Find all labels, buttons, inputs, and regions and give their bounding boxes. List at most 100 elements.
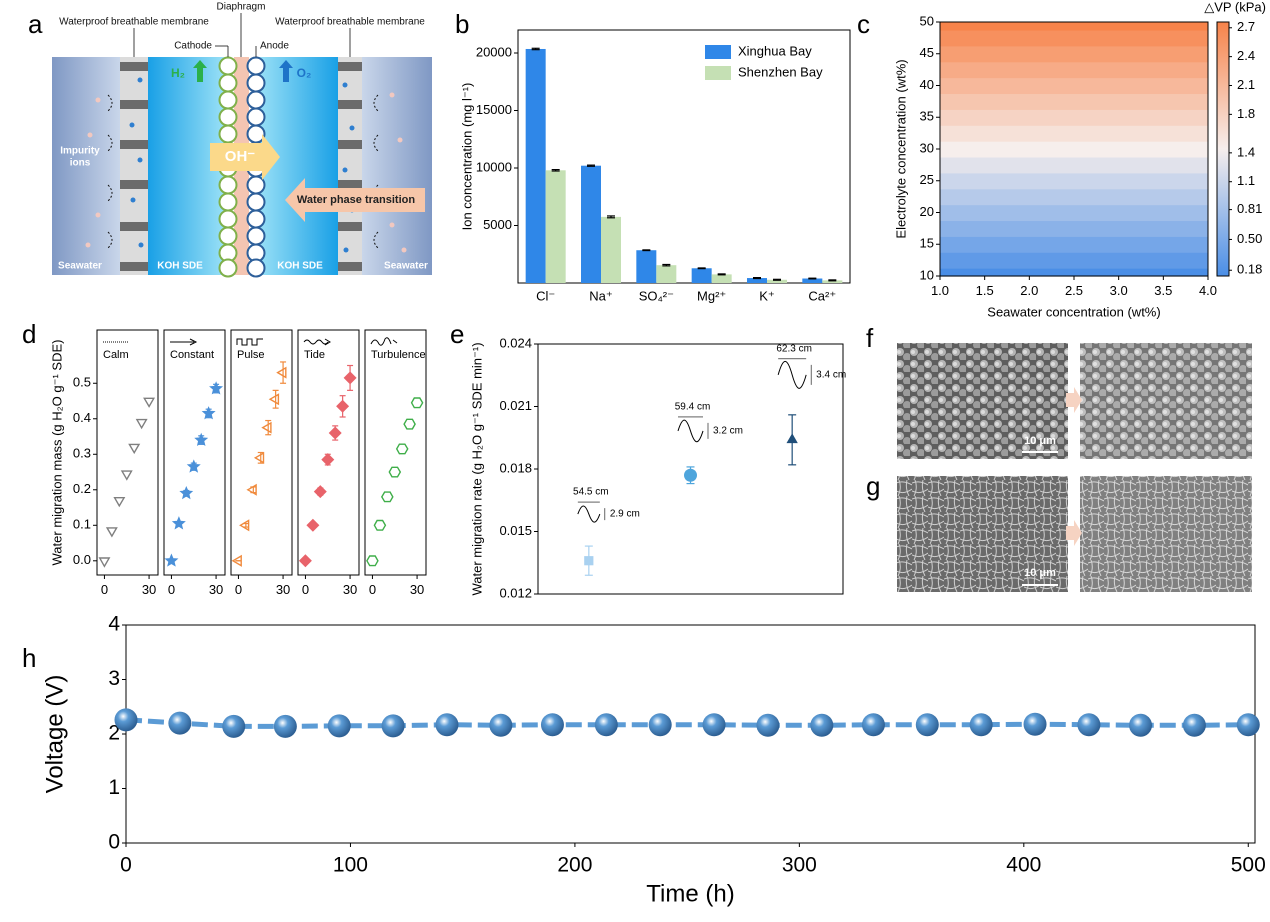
diaphragm-label: Diaphragm bbox=[217, 2, 266, 13]
y-tick-label: 0.0 bbox=[73, 552, 91, 567]
x-tick-label: 30 bbox=[142, 582, 156, 597]
data-point bbox=[810, 713, 834, 737]
y-tick-label: 0.2 bbox=[73, 481, 91, 496]
data-point bbox=[273, 714, 297, 738]
data-point bbox=[381, 714, 405, 738]
annotation-height: 3.2 cm bbox=[713, 426, 743, 437]
heatmap-cell bbox=[940, 45, 1208, 63]
plot-frame bbox=[517, 29, 851, 284]
x-tick-label: 0 bbox=[101, 582, 108, 597]
y-tick-label: 0.3 bbox=[73, 446, 91, 461]
x-tick-label: SO₄²⁻ bbox=[639, 288, 674, 303]
annotation-height: 3.4 cm bbox=[816, 369, 846, 380]
data-point bbox=[861, 713, 885, 737]
data-point bbox=[268, 393, 280, 406]
colorbar-tick-label: 2.4 bbox=[1237, 48, 1255, 63]
y-tick-label: 10000 bbox=[476, 159, 512, 174]
sem-image bbox=[897, 343, 1068, 459]
plot-frame bbox=[163, 329, 226, 576]
plot-frame bbox=[230, 329, 293, 576]
data-point bbox=[380, 491, 394, 503]
data-point bbox=[194, 432, 209, 447]
y-axis-title: Electrolyte concentration (wt%) bbox=[893, 59, 908, 238]
data-point bbox=[1023, 712, 1047, 736]
legend-swatch bbox=[705, 45, 731, 59]
zone-label: KOH SDE bbox=[157, 261, 203, 272]
y-tick-label: 15000 bbox=[476, 102, 512, 117]
data-point bbox=[253, 451, 265, 464]
zone-label: KOH SDE bbox=[277, 261, 323, 272]
water-arrow bbox=[285, 178, 425, 222]
heatmap-cell bbox=[940, 22, 1208, 31]
data-point bbox=[246, 483, 257, 496]
membrane-label: Waterproof breathable membrane bbox=[275, 17, 425, 28]
leader-lines bbox=[133, 13, 351, 57]
x-tick-label: 4.0 bbox=[1199, 283, 1217, 298]
panel-a-diagram: a OH⁻ Water phase transition H₂ O₂ Impur… bbox=[28, 2, 432, 278]
colorbar-tick-label: 1.8 bbox=[1237, 106, 1255, 121]
heatmap-cell bbox=[940, 252, 1208, 269]
data-point bbox=[395, 443, 409, 455]
panel-label: g bbox=[866, 471, 880, 501]
oh-label: OH⁻ bbox=[225, 148, 256, 165]
heatmap-cell bbox=[940, 93, 1208, 110]
colorbar bbox=[1216, 21, 1230, 277]
annotation-height: 2.9 cm bbox=[610, 509, 640, 520]
x-tick-label: 400 bbox=[1006, 853, 1041, 876]
y-axis-title: Voltage (V) bbox=[41, 675, 68, 794]
heatmap-cell bbox=[940, 268, 1208, 277]
y-tick-label: 20 bbox=[920, 204, 934, 219]
x-tick-label: 0 bbox=[168, 582, 175, 597]
y-tick-label: 35 bbox=[920, 109, 934, 124]
legend-icon bbox=[303, 338, 331, 346]
panel-label: d bbox=[22, 319, 36, 349]
legend-icon bbox=[370, 337, 398, 346]
bar bbox=[691, 268, 712, 283]
data-point bbox=[366, 555, 379, 567]
plot-frame bbox=[297, 329, 360, 576]
data-point bbox=[306, 518, 320, 532]
data-point bbox=[489, 713, 513, 737]
membrane-pores bbox=[120, 62, 362, 271]
x-tick-label: 0 bbox=[369, 582, 376, 597]
legend-label: Xinghua Bay bbox=[738, 43, 812, 58]
x-tick-label: 1.5 bbox=[976, 283, 994, 298]
y-tick-label: 10 bbox=[920, 267, 934, 282]
annotation-width: 59.4 cm bbox=[675, 402, 711, 413]
data-point bbox=[1077, 713, 1101, 737]
colorbar-tick-label: 0.81 bbox=[1237, 201, 1262, 216]
y-tick-label: 20000 bbox=[476, 44, 512, 59]
arrow bbox=[1066, 387, 1082, 413]
legend-label: Calm bbox=[103, 349, 129, 361]
colorbar-tick-label: 1.1 bbox=[1237, 173, 1255, 188]
data-point bbox=[702, 713, 726, 737]
heatmap-cell bbox=[940, 156, 1208, 174]
x-tick-label: Mg²⁺ bbox=[697, 288, 726, 303]
y-tick-label: 3 bbox=[108, 667, 120, 690]
data-point bbox=[403, 418, 416, 430]
data-point bbox=[1129, 713, 1153, 737]
colorbar-tick-label: 1.4 bbox=[1237, 144, 1255, 159]
data-point bbox=[143, 397, 156, 408]
y-tick-label: 25 bbox=[920, 172, 934, 187]
annotation-width: 62.3 cm bbox=[776, 343, 812, 354]
membrane-label: Waterproof breathable membrane bbox=[59, 17, 209, 28]
panel-f-g-images: f g 10 μm 10 μm bbox=[866, 323, 1252, 592]
bar bbox=[747, 278, 767, 283]
x-tick-label: 30 bbox=[276, 582, 290, 597]
y-axis-title: Ion concentration (mg l⁻¹) bbox=[459, 83, 474, 231]
annotation-wave bbox=[777, 360, 807, 389]
y-tick-label: 4 bbox=[108, 613, 120, 636]
x-tick-label: Cl⁻ bbox=[536, 288, 555, 303]
data-point bbox=[168, 711, 192, 735]
data-point bbox=[584, 556, 594, 566]
heatmap-cell bbox=[940, 188, 1208, 206]
data-point bbox=[756, 713, 780, 737]
colorbar-tick-label: 0.18 bbox=[1237, 262, 1262, 277]
data-point bbox=[648, 713, 672, 737]
h2-arrow bbox=[193, 60, 207, 82]
x-axis-title: Time (h) bbox=[646, 880, 734, 907]
legend-label: Shenzhen Bay bbox=[738, 64, 823, 79]
